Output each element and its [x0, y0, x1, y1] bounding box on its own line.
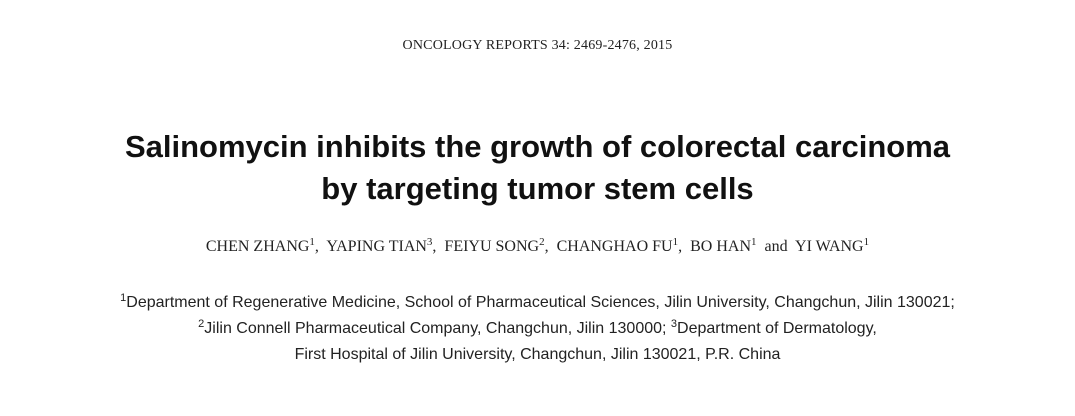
author-separator: ,: [678, 238, 691, 255]
author-separator: ,: [432, 238, 445, 255]
author-affiliation-marker: 1: [863, 236, 870, 248]
affiliation-line-2: 2Jilin Connell Pharmaceutical Company, C…: [0, 316, 1075, 342]
affiliation-line-3: First Hospital of Jilin University, Chan…: [0, 342, 1075, 368]
author-list: CHEN ZHANG1, YAPING TIAN3, FEIYU SONG2, …: [0, 236, 1075, 256]
affiliation-text: Jilin Connell Pharmaceutical Company, Ch…: [204, 320, 671, 337]
author-5: BO HAN1 and: [690, 236, 796, 256]
title-line-2: by targeting tumor stem cells: [321, 171, 754, 206]
author-separator: ,: [544, 238, 557, 255]
affiliation-marker: 3: [670, 318, 678, 330]
author-name: CHEN ZHANG: [205, 238, 310, 255]
author-name: CHANGHAO FU: [556, 238, 673, 255]
title-line-1: Salinomycin inhibits the growth of color…: [124, 129, 951, 164]
author-6: YI WANG1: [795, 236, 870, 256]
journal-citation: ONCOLOGY REPORTS 34: 2469-2476, 2015: [402, 38, 673, 53]
author-3: FEIYU SONG2,: [444, 236, 557, 256]
affiliation-marker: 1: [120, 292, 127, 304]
author-name: BO HAN: [690, 238, 751, 255]
article-title: Salinomycin inhibits the growth of color…: [0, 126, 1075, 210]
author-affiliation-marker: 1: [672, 236, 679, 248]
affiliation-text: Department of Dermatology,: [677, 320, 877, 337]
author-2: YAPING TIAN3,: [326, 236, 445, 256]
author-4: CHANGHAO FU1,: [556, 236, 691, 256]
author-affiliation-marker: 1: [309, 236, 315, 248]
author-1: CHEN ZHANG1,: [205, 236, 327, 256]
author-separator: and: [756, 238, 796, 255]
author-affiliation-marker: 2: [539, 236, 545, 248]
author-name: FEIYU SONG: [444, 238, 540, 255]
author-name: YI WANG: [795, 238, 864, 255]
author-separator: ,: [314, 238, 327, 255]
affiliation-block: 1Department of Regenerative Medicine, Sc…: [0, 290, 1075, 368]
author-affiliation-marker: 1: [751, 236, 757, 248]
affiliation-line-1: 1Department of Regenerative Medicine, Sc…: [0, 290, 1075, 316]
author-name: YAPING TIAN: [326, 238, 427, 255]
author-affiliation-marker: 3: [426, 236, 433, 248]
affiliation-text: Department of Regenerative Medicine, Sch…: [126, 294, 955, 311]
affiliation-text: First Hospital of Jilin University, Chan…: [294, 346, 781, 363]
affiliation-marker: 2: [198, 318, 205, 330]
